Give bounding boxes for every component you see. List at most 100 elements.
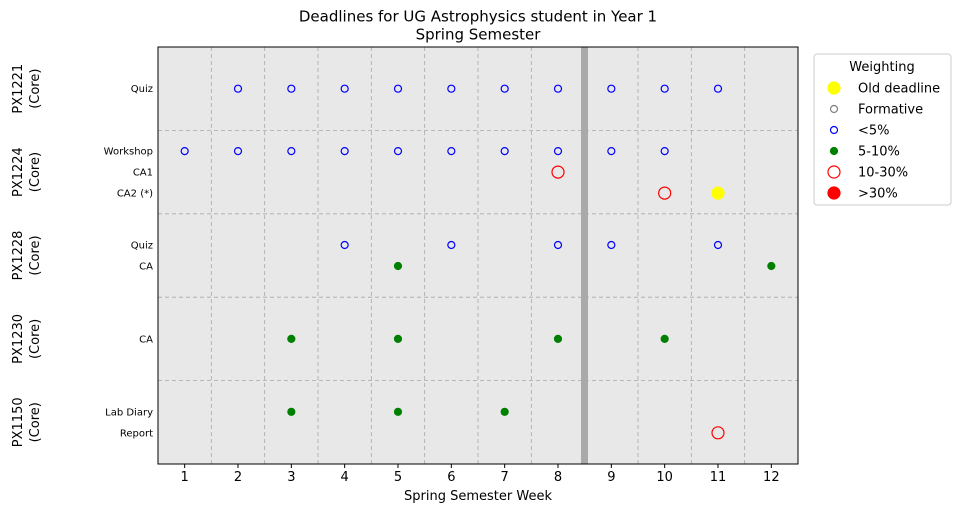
row-label: Quiz: [131, 84, 153, 95]
row-label: CA: [139, 262, 153, 273]
row-label: CA1: [133, 168, 153, 179]
deadline-point: [607, 84, 616, 93]
deadline-point: [767, 261, 776, 271]
legend-marker: [829, 104, 839, 114]
legend-label: Old deadline: [858, 82, 940, 97]
chart-subtitle: Spring Semester: [416, 26, 542, 44]
deadline-point: [553, 147, 563, 156]
deadline-point: [660, 334, 669, 343]
x-tick-label: 11: [710, 470, 727, 485]
deadline-point: [553, 334, 563, 343]
module-type: (Core): [28, 235, 43, 275]
deadline-point: [551, 165, 565, 179]
deadline-point: [713, 240, 723, 250]
legend-box: [813, 53, 952, 206]
x-axis-ticks: 1 2 3 4 5 6 7 8 9 10 11 12: [181, 464, 780, 485]
legend: Weighting Old deadline Formative <5% 5-10% 1…: [813, 53, 952, 206]
legend-marker: [827, 186, 841, 200]
x-tick-label: 3: [287, 470, 295, 485]
x-tick-label: 2: [234, 470, 242, 485]
deadline-point: [287, 334, 296, 343]
x-tick-label: 5: [394, 470, 402, 485]
module-type: (Core): [28, 152, 43, 192]
x-tick-label: 4: [341, 470, 349, 485]
deadline-point: [393, 261, 403, 271]
data-points: [180, 84, 776, 440]
deadline-point: [393, 147, 403, 156]
deadline-point: [500, 407, 509, 416]
deadline-point: [340, 84, 349, 93]
grid-lines: [158, 47, 798, 464]
deadline-point: [500, 147, 509, 156]
deadline-point: [233, 84, 243, 93]
x-tick-label: 1: [181, 470, 189, 485]
x-tick-label: 9: [607, 470, 615, 485]
x-tick-label: 10: [656, 470, 673, 485]
deadline-point: [553, 240, 563, 250]
deadline-point: [658, 186, 672, 200]
module-labels: PX1221 (Core)PX1224 (Core)PX1228 (Core)PX12…: [11, 64, 43, 447]
row-label: CA2 (*): [117, 189, 153, 200]
deadline-point: [340, 147, 349, 156]
plot-frame: [157, 46, 799, 465]
module-label: PX1230 (Core): [11, 314, 43, 364]
deadline-point: [393, 334, 403, 343]
module-label: PX1150 (Core): [11, 397, 43, 447]
legend-label: Formative: [858, 103, 923, 118]
plot-area: [158, 47, 798, 464]
legend-label: >30%: [858, 187, 898, 202]
module-type: (Core): [28, 319, 43, 359]
deadline-point: [660, 147, 669, 156]
deadline-point: [607, 240, 616, 250]
legend-label: <5%: [858, 124, 890, 139]
module-code: PX1224: [11, 147, 26, 197]
deadline-point: [340, 240, 349, 250]
deadline-point: [711, 186, 725, 200]
legend-label: 10-30%: [858, 166, 908, 181]
x-tick-label: 7: [501, 470, 509, 485]
deadline-point: [660, 84, 669, 93]
legend-entries: Old deadline Formative <5% 5-10% 10-30% >30%: [827, 81, 940, 202]
deadline-point: [447, 84, 456, 93]
row-label: CA: [139, 334, 153, 345]
module-code: PX1221: [11, 64, 26, 114]
legend-marker: [829, 146, 839, 156]
module-label: PX1224 (Core): [11, 147, 43, 197]
row-label: Workshop: [104, 147, 153, 158]
module-label: PX1228 (Core): [11, 231, 43, 281]
row-labels: Quiz Workshop CA1 CA2 (*) Quiz CA CA Lab Diary R…: [104, 84, 153, 439]
row-label: Report: [120, 428, 153, 439]
deadline-point: [447, 240, 456, 250]
deadline-point: [287, 407, 296, 416]
legend-marker: [829, 125, 839, 135]
deadline-point: [393, 84, 403, 93]
deadline-point: [233, 147, 243, 156]
x-tick-label: 6: [447, 470, 455, 485]
deadline-point: [180, 147, 189, 156]
deadline-point: [287, 84, 296, 93]
row-label: Quiz: [131, 241, 153, 252]
legend-marker: [827, 81, 841, 95]
semester-break-band: [581, 47, 588, 464]
deadline-point: [553, 84, 563, 93]
legend-title: Weighting: [849, 60, 914, 75]
module-type: (Core): [28, 402, 43, 442]
legend-marker: [827, 165, 841, 179]
deadline-point: [287, 147, 296, 156]
chart-title: Deadlines for UG Astrophysics student in…: [299, 8, 657, 26]
x-tick-label: 12: [763, 470, 780, 485]
module-type: (Core): [28, 69, 43, 109]
deadline-point: [447, 147, 456, 156]
module-code: PX1230: [11, 314, 26, 364]
deadline-point: [393, 407, 403, 416]
deadline-point: [713, 84, 723, 93]
row-label: Lab Diary: [105, 407, 153, 418]
x-axis-label: Spring Semester Week: [404, 489, 552, 504]
module-code: PX1150: [11, 397, 26, 447]
deadline-point: [711, 426, 725, 440]
module-label: PX1221 (Core): [11, 64, 43, 114]
x-tick-label: 8: [554, 470, 562, 485]
deadline-point: [500, 84, 509, 93]
module-code: PX1228: [11, 231, 26, 281]
